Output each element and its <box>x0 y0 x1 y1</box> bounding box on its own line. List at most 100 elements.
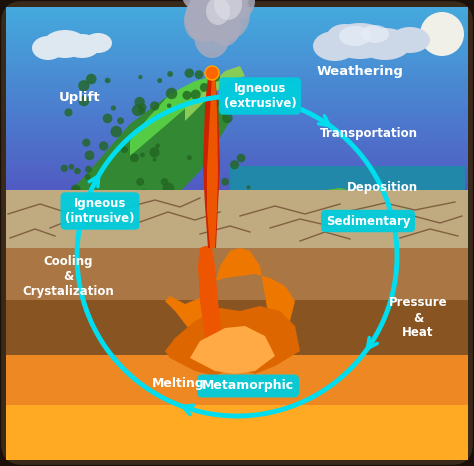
Bar <box>6 26 468 32</box>
Bar <box>6 145 468 151</box>
Ellipse shape <box>32 36 64 60</box>
Bar <box>6 231 468 236</box>
Circle shape <box>85 151 94 160</box>
Circle shape <box>167 71 173 77</box>
Bar <box>6 190 468 248</box>
Circle shape <box>64 109 73 116</box>
Circle shape <box>117 117 124 124</box>
Circle shape <box>68 164 74 170</box>
Circle shape <box>150 101 159 110</box>
Polygon shape <box>207 74 218 248</box>
Circle shape <box>214 194 224 204</box>
Circle shape <box>139 189 147 197</box>
Circle shape <box>72 186 81 194</box>
Polygon shape <box>230 208 465 246</box>
Bar <box>6 216 468 222</box>
Polygon shape <box>165 306 300 376</box>
Ellipse shape <box>184 1 216 41</box>
Circle shape <box>138 213 147 221</box>
Polygon shape <box>265 188 460 216</box>
Circle shape <box>212 74 220 82</box>
Bar <box>6 16 468 22</box>
Circle shape <box>132 104 144 116</box>
Circle shape <box>191 89 201 100</box>
Bar <box>6 50 468 55</box>
Ellipse shape <box>188 0 232 17</box>
Text: Transportation: Transportation <box>320 128 418 141</box>
Bar <box>6 88 468 94</box>
Polygon shape <box>185 66 245 121</box>
Bar <box>6 198 468 203</box>
Circle shape <box>206 67 212 73</box>
Circle shape <box>111 105 116 111</box>
Circle shape <box>103 114 112 123</box>
Circle shape <box>178 212 185 219</box>
Bar <box>6 78 468 84</box>
Polygon shape <box>6 88 230 246</box>
Circle shape <box>121 146 128 153</box>
Circle shape <box>167 103 172 108</box>
Circle shape <box>182 91 191 100</box>
Text: Pressure
&
Heat: Pressure & Heat <box>389 296 447 340</box>
Circle shape <box>166 88 177 99</box>
Bar <box>6 102 468 108</box>
Bar <box>6 64 468 70</box>
Ellipse shape <box>390 27 430 53</box>
Bar <box>6 226 468 232</box>
Ellipse shape <box>327 24 363 48</box>
Circle shape <box>221 178 229 185</box>
Circle shape <box>110 126 122 137</box>
Bar <box>6 121 468 127</box>
Bar <box>6 207 468 212</box>
Text: Igneous
(intrusive): Igneous (intrusive) <box>65 197 135 225</box>
Circle shape <box>138 75 143 79</box>
Bar <box>6 55 468 61</box>
Circle shape <box>209 163 213 167</box>
Circle shape <box>107 196 114 203</box>
Bar <box>6 7 468 13</box>
Circle shape <box>71 185 80 194</box>
FancyBboxPatch shape <box>4 4 470 462</box>
Circle shape <box>155 144 160 148</box>
Circle shape <box>209 119 219 129</box>
Bar <box>6 69 468 75</box>
Circle shape <box>246 185 251 189</box>
Bar <box>6 169 468 175</box>
Bar <box>6 31 468 36</box>
Text: Uplift: Uplift <box>59 91 101 104</box>
Ellipse shape <box>313 31 357 61</box>
Polygon shape <box>198 246 225 358</box>
Bar <box>6 174 468 179</box>
Circle shape <box>184 69 194 78</box>
Bar <box>6 116 468 122</box>
Ellipse shape <box>43 30 87 58</box>
Text: Weathering: Weathering <box>317 64 403 77</box>
Circle shape <box>130 153 139 162</box>
Circle shape <box>175 197 187 208</box>
Circle shape <box>161 178 168 185</box>
Bar <box>6 405 468 460</box>
Circle shape <box>85 174 91 180</box>
Text: Deposition: Deposition <box>347 181 418 194</box>
Circle shape <box>164 206 175 217</box>
Circle shape <box>99 141 109 151</box>
Bar <box>6 107 468 113</box>
Circle shape <box>139 103 146 111</box>
Bar <box>6 74 468 79</box>
Polygon shape <box>230 188 465 246</box>
Ellipse shape <box>180 0 220 12</box>
Circle shape <box>222 113 233 123</box>
Circle shape <box>207 109 212 114</box>
Bar <box>6 155 468 160</box>
Polygon shape <box>190 326 275 374</box>
Ellipse shape <box>361 25 389 43</box>
Circle shape <box>209 136 214 141</box>
Bar <box>6 178 468 184</box>
Circle shape <box>120 213 125 219</box>
Circle shape <box>214 100 221 106</box>
Circle shape <box>420 12 464 56</box>
Circle shape <box>100 201 111 212</box>
Bar <box>6 192 468 199</box>
Circle shape <box>205 66 219 80</box>
Bar <box>6 131 468 137</box>
